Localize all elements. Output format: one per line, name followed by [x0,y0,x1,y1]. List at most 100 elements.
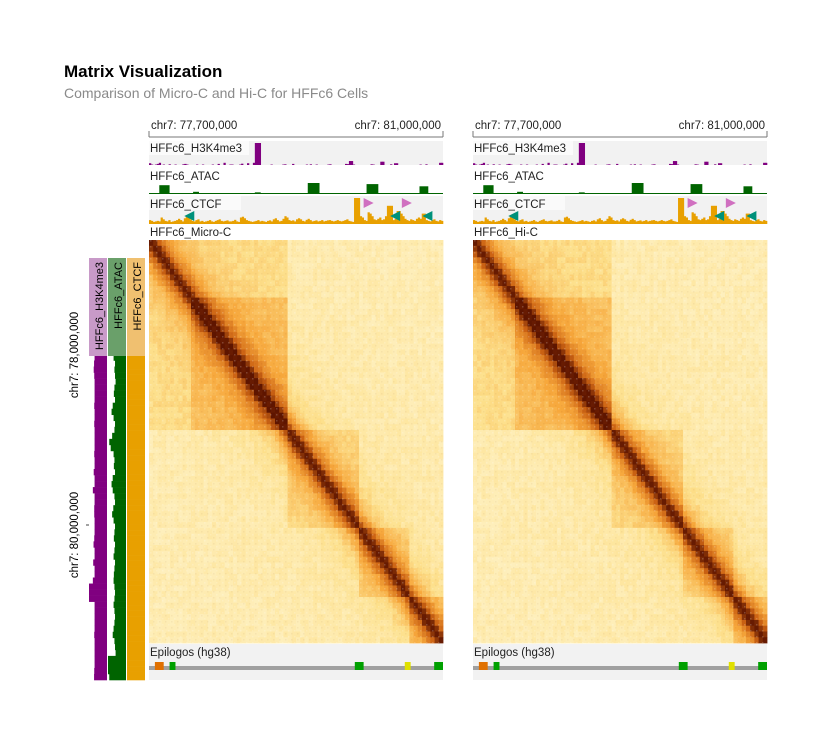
track-ctcf-bar [410,219,413,224]
track-ctcf-bar [237,221,241,224]
track-h3k4me3-bar [395,163,399,165]
track-ctcf-bar [357,198,361,224]
track-ctcf-bar [415,218,419,224]
track-ctcf-bar [413,220,417,224]
track-ctcf-bar [172,221,175,224]
track-ctcf-bar [408,220,411,224]
track-ctcf-bar [274,218,277,224]
track-ctcf-bar [214,220,217,224]
track-ctcf-bar [338,220,341,224]
track-ctcf-bar [392,220,395,224]
track-ctcf-bar [290,220,293,224]
ctcf-forward-motif [363,198,374,208]
track-ctcf-bar [239,217,243,224]
track-ctcf-bar [278,221,281,224]
track-ctcf-bar [323,221,326,224]
track-ctcf-bar [386,205,390,224]
ctcf-reverse-motif [422,211,433,221]
track-ctcf-bar [189,219,192,224]
track-h3k4me3-bar [149,163,152,165]
track-atac-peak [419,186,429,194]
track-ctcf-bar [286,217,289,224]
track-ctcf-bar [284,216,287,224]
track-ctcf-bar [266,220,270,224]
track-ctcf-bar [294,221,297,224]
track-label-h3k4me3: HFFc6_H3K4me3 [150,143,242,155]
track-ctcf-bar [212,221,216,224]
track-ctcf-bar [303,221,306,224]
track-ctcf-bar [152,221,156,224]
track-ctcf-bar [226,220,229,224]
track-h3k4me3-bar [258,143,262,165]
track-ctcf-bar [419,218,423,224]
track-ctcf-bar [234,219,237,224]
track-ctcf-bar [150,220,154,224]
track-h3k4me3-bar [168,164,171,165]
track-ctcf-bar [245,220,248,224]
track-ctcf-bar [263,221,266,224]
track-atac-peak [193,191,199,194]
track-ctcf-bar [207,220,210,224]
track-ctcf-bar [288,220,291,224]
track-ctcf-bar [348,220,351,224]
track-ctcf-bar [350,221,353,224]
track-ctcf-bar [160,217,163,224]
track-ctcf-bar [168,220,171,224]
track-ctcf-bar [375,220,378,224]
track-ctcf-bar [216,220,219,224]
track-h3k4me3-bar [182,164,185,165]
track-ctcf-bar [437,221,440,224]
track-h3k4me3-bar [254,143,258,165]
track-ctcf-bar [210,221,214,224]
track-ctcf-bar [311,221,314,224]
track-ctcf-bar [301,220,305,224]
track-ctcf-bar [265,221,268,224]
axis-tick-label-start: chr7: 77,700,000 [151,120,237,132]
track-ctcf-bar [326,220,330,224]
track-ctcf-bar [412,220,415,224]
track-ctcf-bar [292,220,295,224]
track-ctcf-bar [346,219,349,224]
track-ctcf-bar [176,220,179,224]
track-ctcf-bar [179,220,183,224]
track-ctcf-bar [253,221,256,224]
track-ctcf-bar [381,220,384,224]
track-ctcf-bar [154,221,158,224]
track-ctcf-bar [384,216,388,224]
track-h3k4me3-bar [223,162,226,165]
track-h3k4me3-bar [350,161,354,165]
track-ctcf-bar [251,221,254,224]
track-ctcf-bar [425,220,428,224]
track-atac-bg [149,168,443,194]
track-ctcf-bar [429,221,432,224]
track-ctcf-bar [361,217,364,224]
track-ctcf-bar [183,218,187,224]
track-h3k4me3-bar [345,163,348,165]
track-ctcf-bar [193,221,196,224]
track-ctcf-bar [354,198,357,224]
track-ctcf-bar [178,218,181,224]
track-ctcf-bar [355,198,359,224]
track-ctcf-bar [297,218,301,224]
track-h3k4me3-bar [284,164,287,165]
track-ctcf-bar [427,220,430,224]
panel-hffc6-micro-c: chr7: 77,700,000 chr7: 81,000,000HFFc6_H3… [148,120,444,680]
track-ctcf-bar [305,219,308,224]
track-label-atac: HFFc6_ATAC [150,171,220,183]
track-h3k4me3-bar [247,163,250,165]
track-ctcf-bar [156,220,159,224]
track-ctcf-bar [321,220,324,224]
track-ctcf-bar [280,220,283,224]
track-h3k4me3-bar [256,143,260,165]
track-ctcf-bar [191,220,194,224]
track-ctcf-bar [334,220,337,224]
track-ctcf-bar [197,219,200,224]
track-ctcf-bar [319,220,322,224]
track-h3k4me3-bar [441,162,444,165]
track-h3k4me3-bar [252,162,256,165]
track-ctcf-bar [199,221,202,224]
track-ctcf-bar [201,220,204,224]
track-ctcf-bar [315,220,318,224]
track-ctcf-bar [208,220,212,224]
track-h3k4me3-bar [309,164,312,165]
